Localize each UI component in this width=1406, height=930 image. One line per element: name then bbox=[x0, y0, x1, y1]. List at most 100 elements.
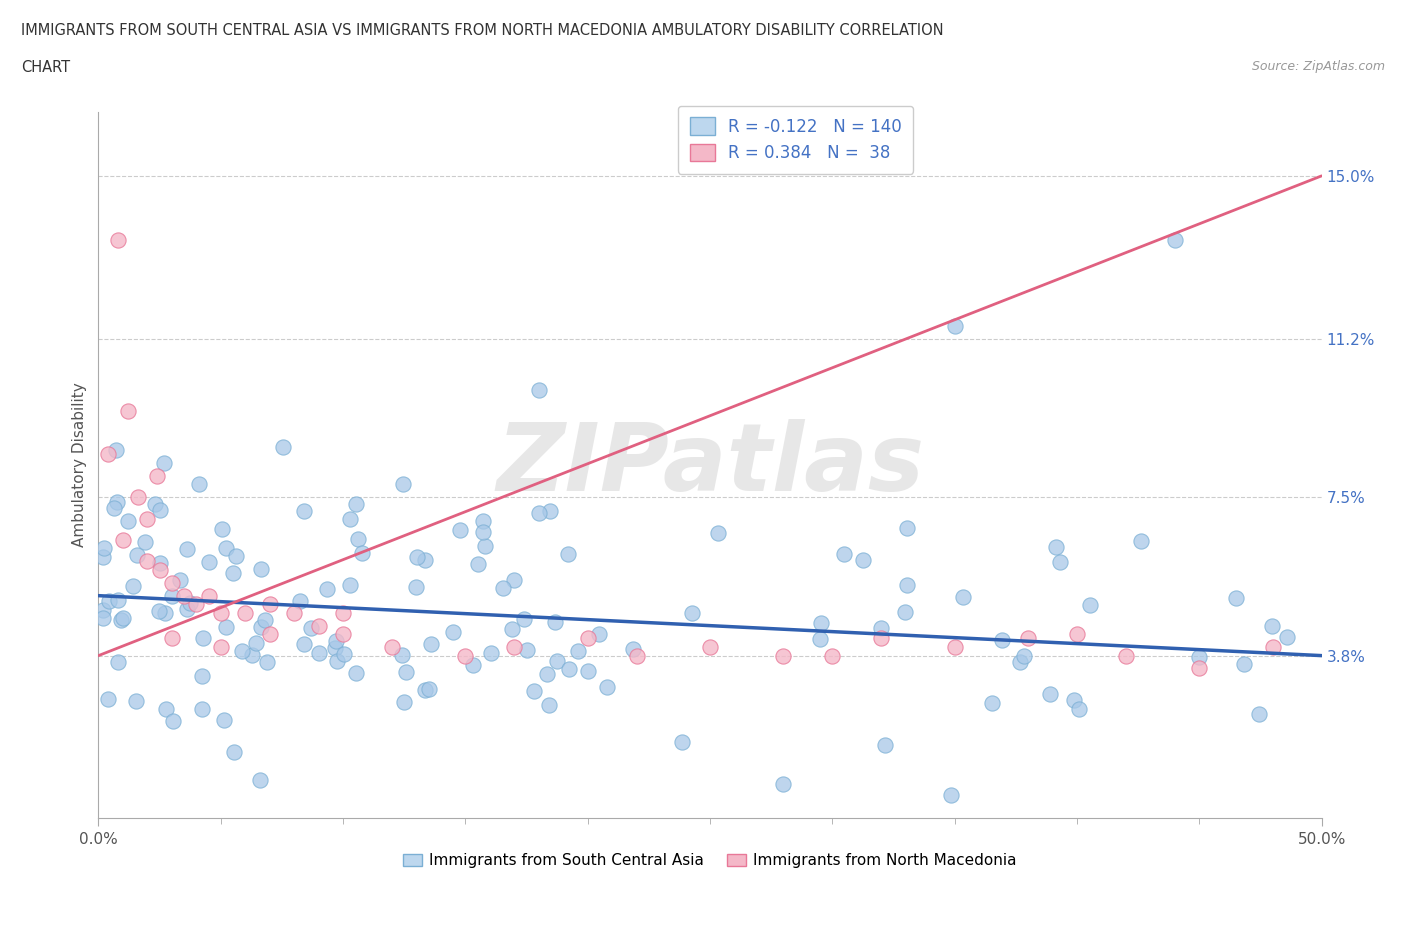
Point bbox=[344, 497, 367, 512]
Point bbox=[1261, 640, 1284, 655]
Point bbox=[188, 476, 211, 491]
Point bbox=[153, 605, 176, 620]
Point bbox=[1066, 627, 1088, 642]
Legend: Immigrants from South Central Asia, Immigrants from North Macedonia: Immigrants from South Central Asia, Immi… bbox=[398, 847, 1022, 874]
Point bbox=[1275, 630, 1298, 644]
Point bbox=[197, 588, 219, 603]
Point bbox=[125, 548, 148, 563]
Point bbox=[148, 604, 170, 618]
Point bbox=[381, 640, 404, 655]
Point bbox=[155, 702, 177, 717]
Point bbox=[536, 667, 558, 682]
Point bbox=[259, 597, 281, 612]
Text: CHART: CHART bbox=[21, 60, 70, 75]
Point bbox=[413, 552, 436, 567]
Point bbox=[621, 641, 644, 656]
Point bbox=[1078, 598, 1101, 613]
Point bbox=[91, 611, 114, 626]
Point bbox=[772, 648, 794, 663]
Point bbox=[1012, 648, 1035, 663]
Point bbox=[162, 713, 184, 728]
Point bbox=[347, 532, 370, 547]
Point bbox=[186, 597, 208, 612]
Point bbox=[288, 594, 311, 609]
Point bbox=[143, 497, 166, 512]
Point bbox=[231, 644, 253, 658]
Point bbox=[91, 603, 114, 618]
Point bbox=[557, 547, 579, 562]
Point bbox=[344, 665, 367, 680]
Point bbox=[292, 504, 315, 519]
Point bbox=[97, 446, 120, 461]
Point bbox=[588, 627, 610, 642]
Point bbox=[706, 526, 728, 541]
Point bbox=[441, 625, 464, 640]
Point bbox=[222, 565, 245, 580]
Point bbox=[225, 548, 247, 563]
Point bbox=[873, 737, 896, 752]
Point bbox=[558, 661, 581, 676]
Point bbox=[308, 618, 330, 633]
Point bbox=[699, 640, 721, 655]
Point bbox=[117, 513, 139, 528]
Point bbox=[941, 787, 963, 802]
Point bbox=[1225, 591, 1247, 605]
Point bbox=[149, 555, 172, 570]
Point bbox=[325, 654, 347, 669]
Point bbox=[160, 576, 183, 591]
Text: IMMIGRANTS FROM SOUTH CENTRAL ASIA VS IMMIGRANTS FROM NORTH MACEDONIA AMBULATORY: IMMIGRANTS FROM SOUTH CENTRAL ASIA VS IM… bbox=[21, 23, 943, 38]
Point bbox=[332, 605, 354, 620]
Point bbox=[1188, 661, 1211, 676]
Point bbox=[513, 612, 536, 627]
Point bbox=[149, 503, 172, 518]
Point bbox=[1188, 650, 1211, 665]
Point bbox=[991, 632, 1014, 647]
Point bbox=[467, 556, 489, 571]
Point bbox=[870, 620, 893, 635]
Point bbox=[146, 469, 169, 484]
Point bbox=[896, 521, 918, 536]
Point bbox=[332, 627, 354, 642]
Point bbox=[471, 513, 494, 528]
Point bbox=[1247, 707, 1270, 722]
Point bbox=[176, 541, 198, 556]
Point bbox=[325, 633, 347, 648]
Point bbox=[271, 440, 294, 455]
Point bbox=[529, 505, 551, 520]
Point bbox=[283, 605, 305, 620]
Point bbox=[503, 640, 526, 655]
Point bbox=[395, 664, 418, 679]
Point bbox=[134, 535, 156, 550]
Point bbox=[110, 613, 132, 628]
Point bbox=[93, 540, 115, 555]
Point bbox=[952, 590, 974, 604]
Point bbox=[97, 692, 120, 707]
Point bbox=[810, 616, 832, 631]
Point bbox=[169, 572, 191, 587]
Point bbox=[259, 627, 281, 642]
Point bbox=[896, 578, 918, 592]
Point bbox=[1130, 534, 1153, 549]
Point bbox=[254, 612, 277, 627]
Point bbox=[111, 610, 134, 625]
Point bbox=[1049, 554, 1071, 569]
Point bbox=[308, 645, 330, 660]
Point bbox=[299, 620, 322, 635]
Point bbox=[105, 494, 128, 509]
Point bbox=[91, 550, 114, 565]
Point bbox=[626, 648, 648, 663]
Point bbox=[339, 512, 361, 527]
Point bbox=[471, 525, 494, 539]
Point bbox=[98, 594, 121, 609]
Text: ZIPatlas: ZIPatlas bbox=[496, 419, 924, 511]
Point bbox=[1260, 619, 1282, 634]
Point bbox=[479, 645, 502, 660]
Point bbox=[391, 477, 413, 492]
Point bbox=[124, 693, 146, 708]
Y-axis label: Ambulatory Disability: Ambulatory Disability bbox=[72, 382, 87, 548]
Point bbox=[245, 635, 267, 650]
Point bbox=[527, 382, 550, 397]
Point bbox=[111, 533, 134, 548]
Point bbox=[1233, 657, 1256, 671]
Point bbox=[449, 523, 471, 538]
